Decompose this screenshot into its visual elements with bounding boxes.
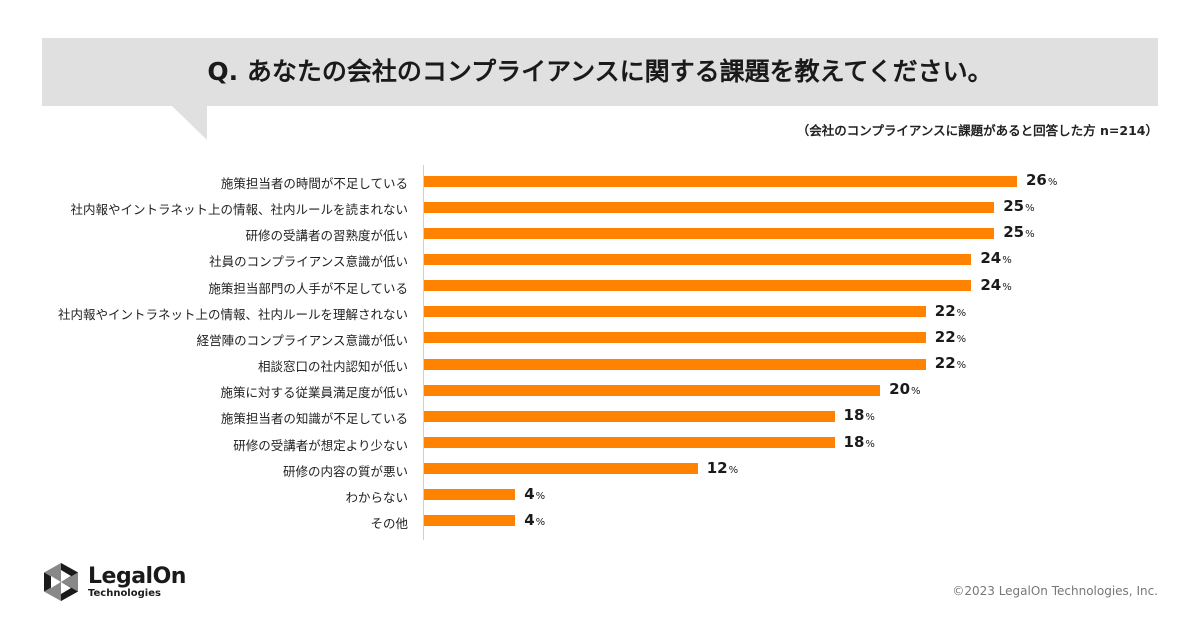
chart-title: Q. あなたの会社のコンプライアンスに関する課題を教えてください。 xyxy=(207,57,993,86)
legalon-hexagon-icon xyxy=(44,563,78,601)
bar xyxy=(424,463,698,475)
value-unit: % xyxy=(535,516,546,528)
value-number: 20 xyxy=(889,380,911,399)
value-number: 25 xyxy=(1003,223,1025,242)
value-unit: % xyxy=(1025,229,1035,241)
value-unit: % xyxy=(1002,255,1012,267)
category-label: 相談窓口の社内認知が低い xyxy=(257,359,408,375)
value-label: 4% xyxy=(524,485,545,503)
value-label: 25% xyxy=(1003,197,1034,215)
bar xyxy=(424,437,835,448)
category-label: 社内報やイントラネット上の情報、社内ルールを理解されない xyxy=(57,306,408,322)
category-label: 社内報やイントラネット上の情報、社内ルールを読まれない xyxy=(70,202,408,218)
bar xyxy=(424,358,926,370)
category-label: わからない xyxy=(345,489,408,505)
logo-subtitle: Technologies xyxy=(88,587,161,599)
value-label: 22% xyxy=(935,302,966,320)
value-label: 22% xyxy=(935,354,966,372)
value-unit: % xyxy=(1025,203,1035,215)
value-number: 22 xyxy=(934,354,956,373)
bar xyxy=(424,384,881,396)
value-unit: % xyxy=(865,412,875,424)
logo-name: LegalOn xyxy=(88,563,186,589)
value-label: 18% xyxy=(844,433,875,451)
value-unit: % xyxy=(956,307,967,319)
copyright: ©2023 LegalOn Technologies, Inc. xyxy=(952,584,1158,598)
bar xyxy=(424,280,972,292)
question-banner xyxy=(42,38,1158,106)
category-label: 経営陣のコンプライアンス意識が低い xyxy=(196,332,408,348)
value-label: 12% xyxy=(707,459,738,477)
sample-note: （会社のコンプライアンスに課題があると回答した方 n=214） xyxy=(796,123,1158,138)
value-label: 24% xyxy=(980,249,1011,267)
category-label: 施策に対する従業員満足度が低い xyxy=(220,385,408,401)
value-unit: % xyxy=(911,386,921,398)
bar xyxy=(424,227,995,239)
bar xyxy=(424,515,516,527)
value-number: 18 xyxy=(843,432,865,451)
value-label: 24% xyxy=(980,276,1011,294)
value-label: 18% xyxy=(844,406,875,424)
value-number: 25 xyxy=(1003,197,1025,216)
category-label: 研修の受講者の習熟度が低い xyxy=(245,228,408,244)
bar xyxy=(424,201,995,213)
category-label: 施策担当者の知識が不足している xyxy=(220,411,408,427)
speech-bubble-tail xyxy=(172,106,207,140)
bar xyxy=(424,306,926,318)
bar xyxy=(424,410,835,422)
value-number: 24 xyxy=(980,249,1002,268)
bar xyxy=(424,332,926,344)
value-number: 12 xyxy=(706,458,728,477)
y-axis-line xyxy=(423,165,424,540)
category-label: 研修の内容の質が悪い xyxy=(282,463,408,479)
value-label: 20% xyxy=(889,380,920,398)
legalon-logo: LegalOn Technologies xyxy=(42,562,186,602)
value-label: 4% xyxy=(524,511,545,529)
bar xyxy=(424,253,972,265)
value-unit: % xyxy=(1002,281,1012,293)
value-number: 18 xyxy=(843,406,865,425)
value-unit: % xyxy=(956,333,967,345)
value-number: 4 xyxy=(524,484,535,503)
value-number: 26 xyxy=(1026,171,1047,189)
value-unit: % xyxy=(728,464,739,476)
category-label: 研修の受講者が想定より少ない xyxy=(233,437,408,453)
bar xyxy=(424,175,1017,187)
value-number: 22 xyxy=(934,301,956,320)
category-label: 施策担当部門の人手が不足している xyxy=(208,280,408,296)
category-label: 社員のコンプライアンス意識が低い xyxy=(209,254,408,270)
value-number: 4 xyxy=(524,510,535,529)
value-unit: % xyxy=(865,438,875,450)
value-number: 24 xyxy=(980,275,1002,294)
value-label: 25% xyxy=(1003,223,1034,241)
value-unit: % xyxy=(956,360,967,372)
value-number: 22 xyxy=(934,327,956,346)
category-label: 施策担当者の時間が不足している xyxy=(220,176,408,191)
value-label: 22% xyxy=(935,328,966,346)
category-label: その他 xyxy=(370,515,408,531)
value-unit: % xyxy=(1047,177,1058,188)
value-unit: % xyxy=(535,490,546,502)
value-label: 26% xyxy=(1026,171,1057,189)
bar xyxy=(424,489,516,501)
